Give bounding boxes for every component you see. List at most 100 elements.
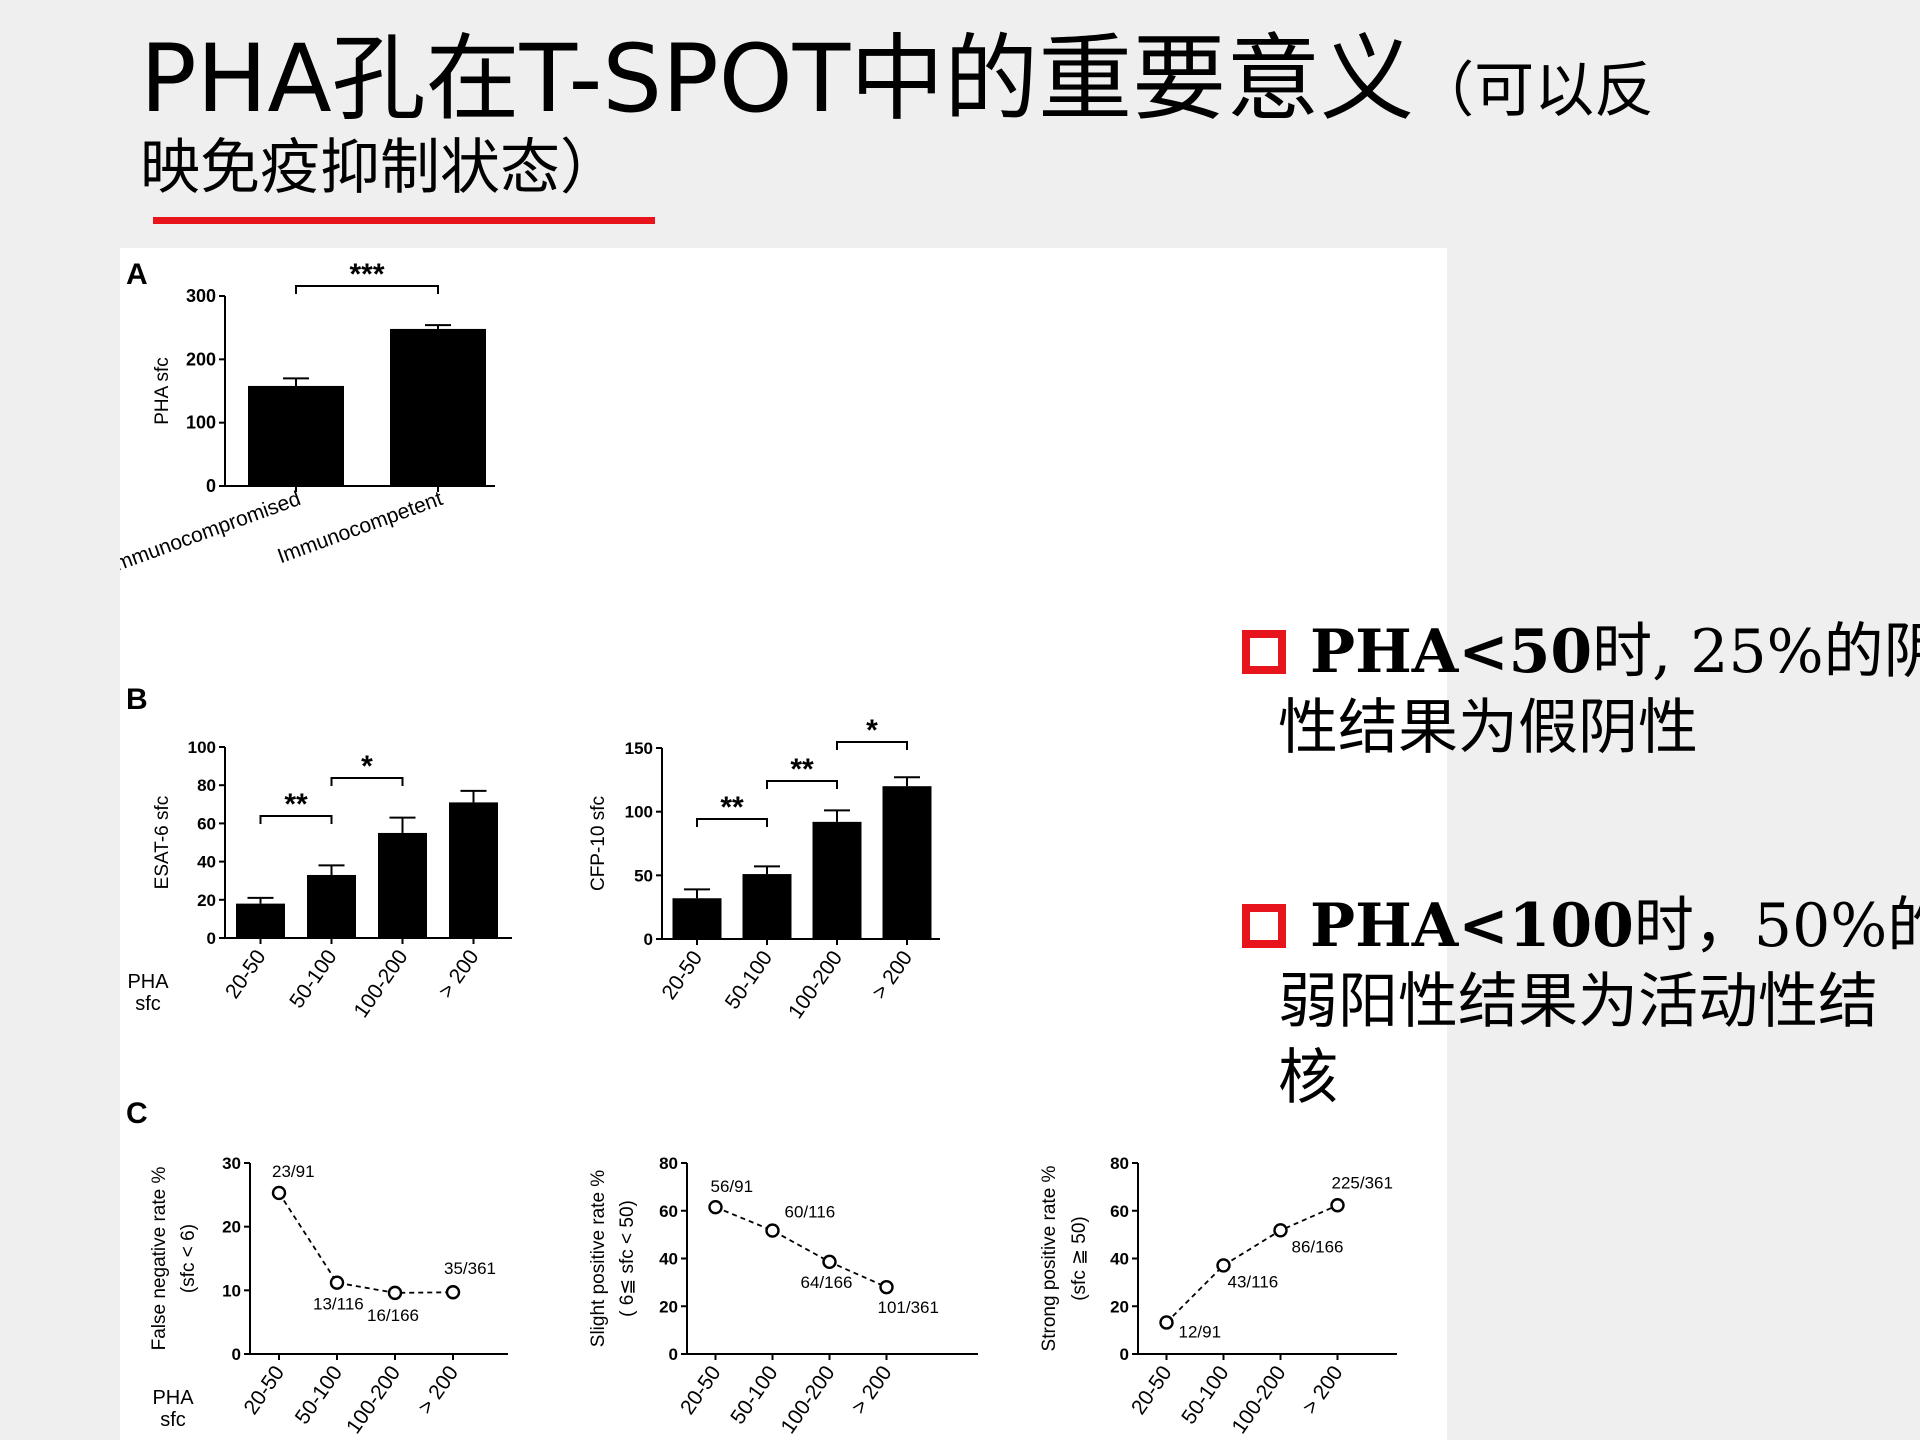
y-tick-label: 300 — [186, 286, 216, 306]
series-line — [1165, 1204, 1338, 1324]
bullet-text: 时, 25%的阴 — [1592, 617, 1920, 687]
bar — [248, 385, 344, 486]
y-tick-label: 150 — [625, 739, 653, 758]
x-axis-label: sfc — [160, 1409, 186, 1431]
bar — [672, 898, 722, 939]
significance-marker: *** — [349, 258, 384, 291]
point-label: 13/116 — [313, 1295, 364, 1314]
x-tick-label: 50-100 — [1177, 1362, 1233, 1429]
significance-bracket — [766, 780, 838, 789]
panel-letter: B — [126, 683, 148, 716]
x-axis-label: PHA — [127, 971, 169, 993]
data-point — [1330, 1198, 1345, 1213]
point-label: 43/116 — [1228, 1272, 1279, 1291]
y-tick-label: 30 — [222, 1154, 241, 1173]
y-axis-label: Slight positive rate % — [588, 1170, 609, 1348]
data-point — [445, 1285, 461, 1300]
y-tick-label: 0 — [232, 1345, 241, 1364]
bullet-bold-text: PHA<50 — [1310, 617, 1593, 687]
data-point — [708, 1199, 723, 1215]
x-tick-label: 20-50 — [239, 1362, 289, 1419]
data-point — [329, 1275, 345, 1290]
data-point — [879, 1279, 894, 1295]
x-tick-label: 20-50 — [221, 946, 271, 1003]
y-tick-label: 80 — [197, 776, 216, 795]
x-tick-label: 50-100 — [726, 1362, 782, 1429]
data-point — [765, 1223, 780, 1238]
x-tick-label: 100-200 — [784, 947, 847, 1023]
square-bullet-icon — [1242, 630, 1286, 674]
point-label: 23/91 — [272, 1162, 315, 1181]
panel-letter: C — [126, 1097, 148, 1130]
slide-title-continued: 映免疫抑制状态） — [140, 133, 620, 203]
data-point — [387, 1285, 403, 1301]
y-tick-label: 0 — [206, 476, 216, 496]
significance-marker: ** — [284, 788, 308, 821]
data-point — [1216, 1258, 1231, 1273]
y-tick-label: 50 — [634, 866, 653, 885]
bullet-bold-text: PHA<100 — [1310, 891, 1634, 961]
x-tick-label: 20-50 — [676, 1362, 726, 1419]
title-underline — [153, 217, 655, 224]
y-tick-label: 40 — [1110, 1250, 1129, 1269]
bullet-point-2: PHA<100时，50%的 弱阳性结果为活动性结核 — [1242, 888, 1920, 1116]
y-tick-label: 80 — [1110, 1154, 1129, 1173]
significance-bracket — [295, 285, 439, 294]
y-tick-label: 80 — [659, 1154, 678, 1173]
point-label: 56/91 — [711, 1177, 754, 1196]
y-tick-label: 100 — [186, 413, 216, 433]
y-tick-label: 20 — [659, 1297, 678, 1316]
significance-bracket — [330, 777, 404, 786]
x-tick-label: > 200 — [1298, 1362, 1347, 1419]
x-tick-label: Immunocompromised — [120, 487, 304, 578]
y-axis-label: CFP-10 sfc — [588, 796, 609, 891]
bar — [307, 874, 356, 938]
y-tick-label: 40 — [659, 1250, 678, 1269]
point-label: 225/361 — [1332, 1173, 1393, 1192]
bullet-text: 时，50%的 — [1633, 891, 1920, 961]
x-tick-label: 50-100 — [291, 1362, 347, 1429]
x-tick-label: > 200 — [414, 1362, 463, 1419]
y-axis-label: ESAT-6 sfc — [152, 796, 173, 890]
x-tick-label: 100-200 — [777, 1362, 840, 1438]
x-tick-label: 50-100 — [285, 946, 341, 1013]
slide-title-suffix: （可以反 — [1414, 56, 1655, 126]
y-tick-label: 0 — [644, 930, 653, 949]
significance-marker: ** — [790, 753, 814, 786]
y-tick-label: 200 — [186, 349, 216, 369]
point-label: 16/166 — [367, 1306, 419, 1325]
y-tick-label: 40 — [197, 853, 216, 872]
figure-panel: A 0 100 200 300 PHA sfc Immunocompromised Immun… — [120, 248, 1447, 1440]
y-axis-label-secondary: (sfc ≧ 50) — [1069, 1216, 1090, 1301]
y-axis-label: PHA sfc — [152, 357, 173, 425]
significance-bracket — [836, 741, 908, 750]
bullet-continuation: 性结果为假阴性 — [1278, 693, 1698, 763]
point-label: 101/361 — [878, 1298, 939, 1317]
bullet-first-line: PHA<50时, 25%的阴 — [1242, 614, 1920, 690]
y-tick-label: 100 — [188, 738, 216, 757]
x-tick-label: 100-200 — [342, 1362, 405, 1438]
bar — [742, 874, 792, 939]
y-tick-label: 20 — [222, 1218, 241, 1237]
y-tick-label: 0 — [669, 1345, 678, 1364]
y-tick-label: 60 — [1110, 1202, 1129, 1221]
y-tick-label: 10 — [222, 1281, 241, 1300]
slide-title: PHA孔在T-SPOT中的重要意义（可以反 — [140, 18, 1654, 153]
y-tick-label: 100 — [625, 803, 653, 822]
bar — [390, 328, 486, 486]
x-tick-label: > 200 — [868, 947, 917, 1004]
x-axis-label: PHA — [152, 1387, 194, 1409]
x-tick-label: 100-200 — [1228, 1362, 1291, 1438]
series-line — [278, 1192, 454, 1294]
square-bullet-icon — [1242, 904, 1286, 948]
x-axis-label: sfc — [135, 993, 161, 1015]
y-axis-label-secondary: ( 6≦ sfc < 50) — [617, 1200, 638, 1317]
x-tick-label: 20-50 — [1127, 1362, 1177, 1419]
significance-bracket — [696, 818, 768, 827]
y-tick-label: 0 — [1120, 1345, 1129, 1364]
point-label: 12/91 — [1179, 1322, 1222, 1341]
bullet-continuation: 弱阳性结果为活动性结核 — [1278, 967, 1878, 1113]
bar — [882, 786, 932, 939]
bar — [378, 832, 427, 938]
